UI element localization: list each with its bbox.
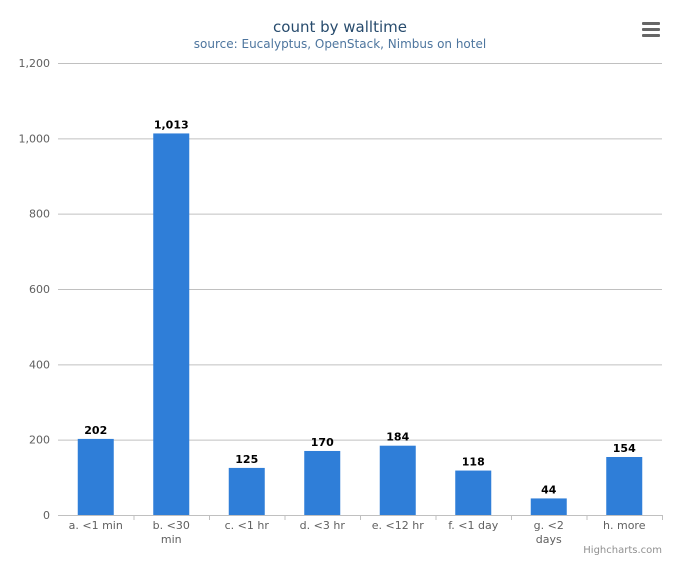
y-tick-label: 0 <box>43 509 50 522</box>
data-label: 1,013 <box>154 118 189 131</box>
x-tick-label: e. <12 hr <box>372 519 424 532</box>
data-label: 125 <box>235 453 258 466</box>
x-tick-label-line: a. <1 min <box>69 519 123 532</box>
data-label: 44 <box>541 483 557 496</box>
y-axis: 0 200 400 600 800 1,000 1,200 <box>19 57 51 522</box>
x-tick-label-line: d. <3 hr <box>300 519 346 532</box>
x-tick-label-line: g. <2 <box>534 519 564 532</box>
y-tick-label: 400 <box>29 358 50 371</box>
x-tick-label: h. more <box>603 519 646 532</box>
y-tick-label: 1,200 <box>19 57 51 70</box>
credits-link[interactable]: Highcharts.com <box>583 545 662 556</box>
x-tick-label-line: h. more <box>603 519 646 532</box>
chart-subtitle: source: Eucalyptus, OpenStack, Nimbus on… <box>194 37 486 51</box>
bar[interactable] <box>77 438 114 515</box>
y-tick-label: 800 <box>29 208 50 221</box>
x-tick-label: g. <2 days <box>534 519 564 546</box>
x-tick-label-line: min <box>161 533 182 546</box>
grid-lines <box>58 63 662 441</box>
data-label: 154 <box>613 442 636 455</box>
bar[interactable] <box>379 445 416 515</box>
menu-button[interactable] <box>636 16 664 42</box>
y-tick-label: 200 <box>29 434 50 447</box>
data-label: 118 <box>462 456 485 469</box>
bar[interactable] <box>153 133 190 516</box>
menu-icon <box>642 22 660 37</box>
x-tick-label-line: e. <12 hr <box>372 519 424 532</box>
x-tick-label-line: b. <30 <box>153 519 190 532</box>
y-tick-label: 600 <box>29 283 50 296</box>
x-tick-label: b. <30 min <box>153 519 190 546</box>
x-axis: a. <1 min b. <30 min c. <1 hr d. <3 hr e. <12… <box>58 515 663 546</box>
x-tick-label: c. <1 hr <box>225 519 270 532</box>
chart-title: count by walltime <box>273 18 407 36</box>
data-label: 184 <box>386 431 409 444</box>
x-tick-label: f. <1 day <box>448 519 499 532</box>
x-tick-label-line: c. <1 hr <box>225 519 270 532</box>
x-tick-label: d. <3 hr <box>300 519 346 532</box>
x-tick-label: a. <1 min <box>69 519 123 532</box>
data-label: 170 <box>311 436 334 449</box>
bar[interactable] <box>304 450 341 515</box>
bars <box>77 133 643 516</box>
bar[interactable] <box>228 467 265 515</box>
bar[interactable] <box>455 470 492 515</box>
y-tick-label: 1,000 <box>19 132 51 145</box>
bar[interactable] <box>530 498 567 515</box>
x-tick-label-line: days <box>536 533 562 546</box>
x-tick-label-line: f. <1 day <box>448 519 499 532</box>
bar[interactable] <box>606 456 643 515</box>
data-label: 202 <box>84 424 107 437</box>
data-labels: 202 1,013 125 170 184 118 44 154 <box>84 118 636 496</box>
